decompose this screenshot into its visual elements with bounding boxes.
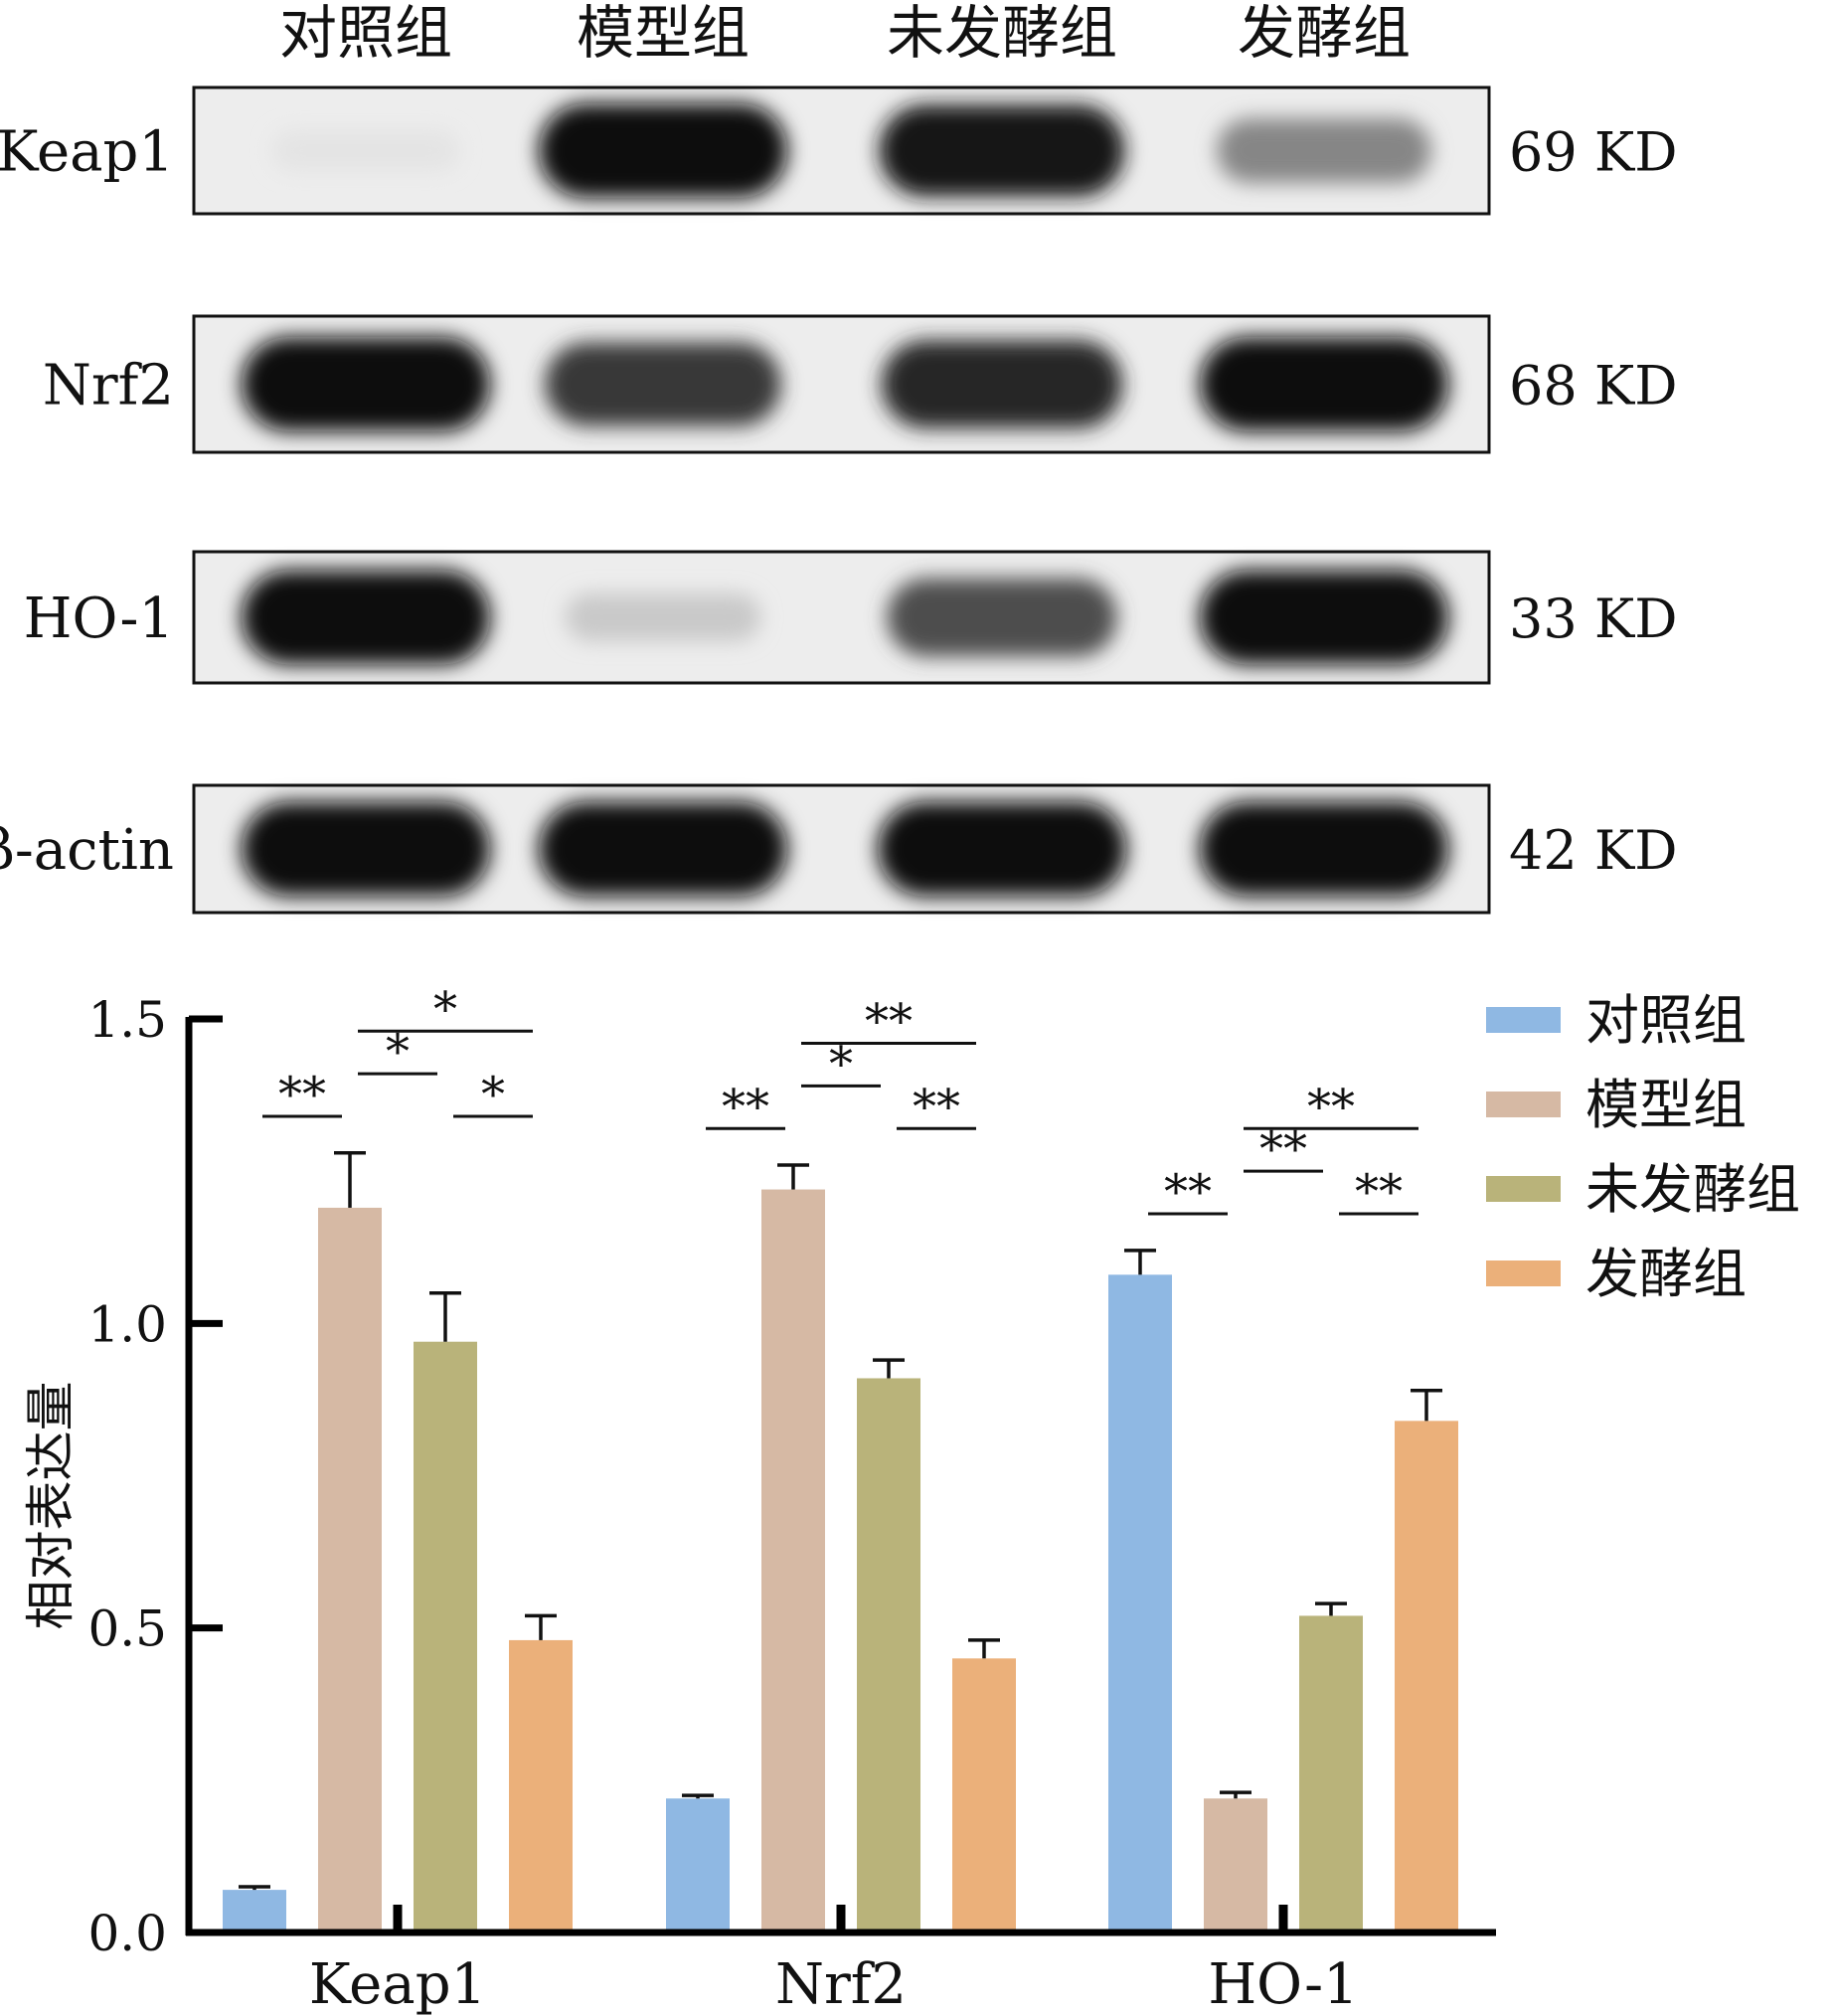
bar <box>1395 1421 1458 1932</box>
bar <box>318 1207 382 1932</box>
legend-label: 模型组 <box>1585 1074 1747 1136</box>
blot-band <box>1200 570 1448 665</box>
significance-annotations: ******************** <box>262 981 1418 1220</box>
blot-size-label: 69 KD <box>1509 121 1678 184</box>
blot-size-label: 68 KD <box>1509 355 1678 418</box>
blot-protein-label: Keap1 <box>0 120 174 185</box>
blot-protein-label: Nrf2 <box>43 354 174 419</box>
chart-axes: 0.0 0.5 1.0 1.5 Keap1 Nrf2 HO-1 相对表达量 <box>22 991 1496 2016</box>
legend-label: 发酵组 <box>1585 1243 1747 1305</box>
blot-lane-label: 对照组 <box>279 0 452 67</box>
western-blot-panel: 对照组 模型组 未发酵组 发酵组 Keap1 69 KD Nrf2 68 KD HO-1 33 K… <box>0 0 1678 915</box>
significance-label: ** <box>913 1079 960 1134</box>
blot-band <box>879 104 1125 197</box>
y-tick-label: 0.5 <box>87 1600 167 1658</box>
blot-band <box>242 801 490 897</box>
blot-protein-label: HO-1 <box>24 587 174 651</box>
blot-band <box>242 337 490 431</box>
blot-band <box>565 592 761 642</box>
significance-label: ** <box>722 1079 769 1134</box>
bar <box>223 1890 286 1932</box>
blot-protein-label: β-actin <box>0 818 174 883</box>
bar <box>857 1378 920 1932</box>
significance-label: * <box>386 1024 410 1080</box>
blot-row: Nrf2 68 KD <box>43 314 1678 454</box>
blot-lane-label: 未发酵组 <box>887 0 1117 67</box>
legend-label: 对照组 <box>1585 989 1747 1052</box>
significance-label: ** <box>1307 1079 1355 1134</box>
x-tick-label: Nrf2 <box>775 1952 907 2016</box>
error-bars <box>239 1151 1442 1891</box>
y-tick-label: 1.0 <box>87 1295 167 1353</box>
blot-band <box>242 570 490 665</box>
legend-swatch <box>1486 1260 1561 1286</box>
significance-label: ** <box>1259 1121 1307 1177</box>
blot-band <box>545 342 781 426</box>
bar <box>1299 1615 1363 1932</box>
bar <box>761 1189 825 1932</box>
blot-band <box>271 129 460 172</box>
blot-row: HO-1 33 KD <box>24 550 1678 685</box>
blot-lane-label: 模型组 <box>577 0 750 67</box>
bar <box>666 1798 730 1932</box>
legend-swatch <box>1486 1176 1561 1202</box>
legend-label: 未发酵组 <box>1585 1158 1800 1221</box>
chart-bars <box>223 1189 1458 1932</box>
blot-row: Keap1 69 KD <box>0 85 1678 216</box>
blot-band <box>878 801 1126 897</box>
blot-band <box>1200 337 1448 431</box>
significance-label: * <box>481 1067 505 1122</box>
x-tick-label: Keap1 <box>309 1952 486 2016</box>
y-tick-label: 0.0 <box>87 1905 167 1962</box>
blot-band <box>539 103 787 198</box>
bar <box>1204 1798 1267 1932</box>
blot-row: β-actin 42 KD <box>0 783 1678 915</box>
blot-band <box>1200 801 1448 897</box>
y-axis-label: 相对表达量 <box>22 1382 80 1630</box>
bar <box>952 1658 1016 1932</box>
bar <box>414 1341 477 1932</box>
x-tick-label: HO-1 <box>1208 1952 1358 2016</box>
significance-label: * <box>829 1036 853 1092</box>
y-tick-label: 1.5 <box>87 991 167 1049</box>
blot-band <box>881 340 1123 428</box>
significance-label: ** <box>1355 1164 1403 1220</box>
legend-swatch <box>1486 1007 1561 1033</box>
blot-size-label: 33 KD <box>1509 588 1678 650</box>
blot-lane-label: 发酵组 <box>1238 0 1411 67</box>
blot-size-label: 42 KD <box>1509 819 1678 882</box>
bar <box>1108 1274 1172 1932</box>
significance-label: * <box>433 981 457 1037</box>
significance-label: ** <box>278 1067 326 1122</box>
blot-band <box>887 578 1117 657</box>
blot-band <box>539 801 787 897</box>
blot-band <box>1217 118 1431 183</box>
bar <box>509 1639 573 1932</box>
significance-label: ** <box>865 994 913 1050</box>
significance-label: ** <box>1164 1164 1212 1220</box>
legend-swatch <box>1486 1092 1561 1117</box>
